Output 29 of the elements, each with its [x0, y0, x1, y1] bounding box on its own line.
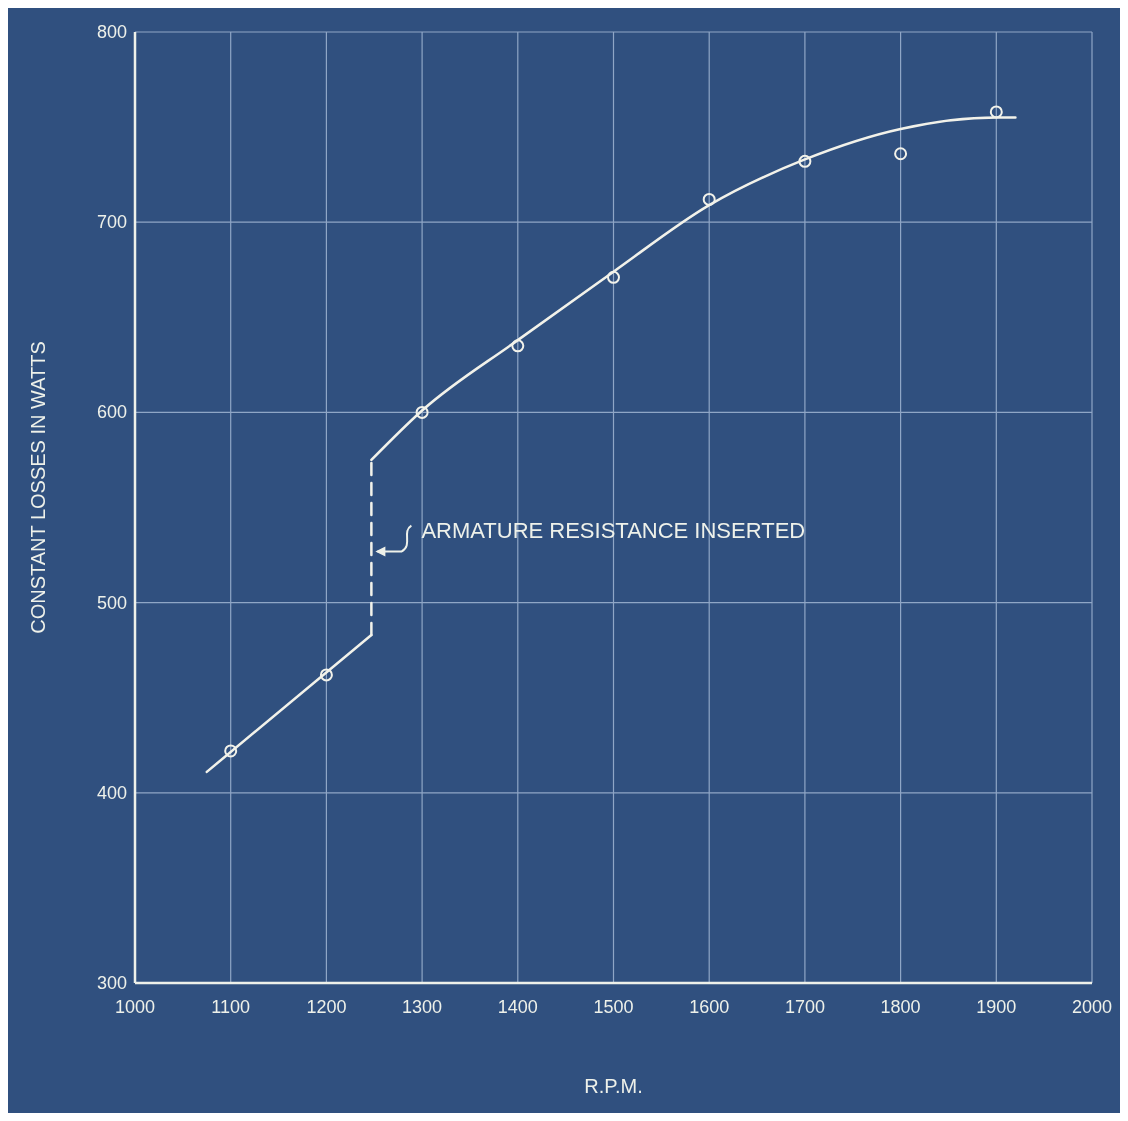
point [894, 147, 908, 161]
point [511, 339, 525, 353]
x-tick-label: 1000 [114, 997, 156, 1017]
y-tick-label: 500 [96, 592, 127, 613]
y-tick-label: 600 [96, 402, 127, 423]
y-tick-label: 400 [96, 782, 127, 803]
y-tick-label: 300 [96, 973, 127, 993]
y-tick-label: 700 [96, 212, 127, 233]
x-tick-label: 1600 [689, 997, 730, 1017]
point [319, 668, 333, 682]
point [989, 105, 1003, 119]
x-tick-label: 1800 [880, 997, 921, 1017]
x-axis-title: R.P.M. [584, 1075, 643, 1097]
y-tick-label: 800 [96, 22, 127, 42]
point [702, 192, 716, 206]
point [607, 270, 620, 284]
x-tick-label: 1700 [784, 997, 825, 1017]
x-tick-label: 1500 [593, 997, 634, 1017]
x-tick-label: 1900 [976, 997, 1017, 1017]
annotation: ARMATURE RESISTANCE INSERTED [421, 517, 806, 543]
x-tick-label: 1400 [497, 997, 538, 1017]
x-tick-label: 1200 [306, 997, 347, 1017]
point [415, 405, 429, 419]
x-tick-label: 1300 [402, 997, 443, 1017]
point [798, 154, 812, 168]
x-tick-label: 1100 [211, 997, 251, 1017]
y-axis-title: CONSTANT LOSSES IN WATTS [27, 341, 49, 634]
point [224, 744, 238, 758]
x-tick-label: 2000 [1071, 997, 1113, 1017]
